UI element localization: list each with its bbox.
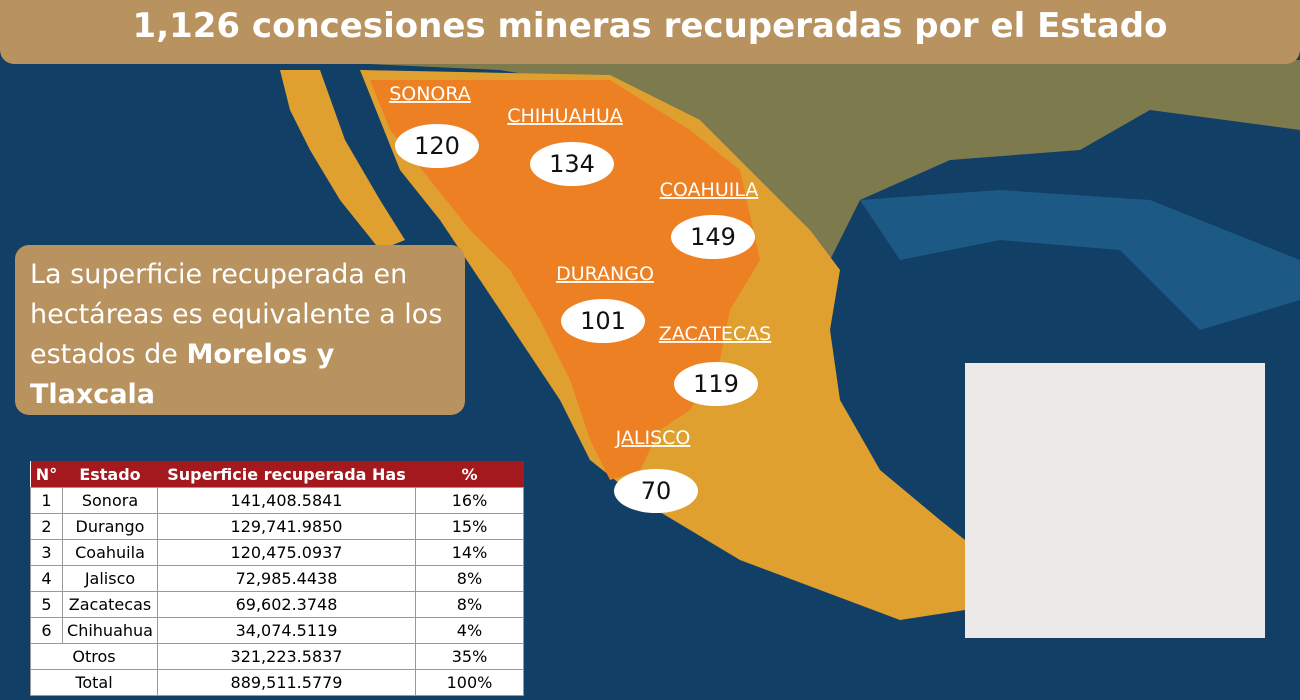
table: N° Estado Superficie recuperada Has% 1 Sonor… xyxy=(30,461,524,696)
table-row: Total 889,511.5779 100% xyxy=(30,669,524,696)
table-cell: Jalisco xyxy=(62,565,158,592)
table-cell: 72,985.4438 xyxy=(157,565,416,592)
count-oval xyxy=(530,142,614,186)
table-row: 4 Jalisco 72,985.4438 8% xyxy=(30,565,524,592)
table-cell: 321,223.5837 xyxy=(157,643,416,670)
table-cell: 34,074.5119 xyxy=(157,617,416,644)
state-name: ZACATECAS xyxy=(659,323,771,345)
header-cell: % xyxy=(415,461,524,488)
table-cell: 35% xyxy=(415,643,524,670)
table-body: 1 Sonora 141,408.5841 16% 2 Durango 129,741.98… xyxy=(30,487,524,696)
note-bold: Morelos y Tlaxcala xyxy=(30,339,335,410)
table-cell: Chihuahua xyxy=(62,617,158,644)
table-cell: 4% xyxy=(415,617,524,644)
count-oval xyxy=(671,215,755,259)
state-count: 120 xyxy=(414,132,460,160)
state-count: 101 xyxy=(580,307,626,335)
usa-land xyxy=(280,60,1300,260)
table-cell: 4 xyxy=(30,565,63,592)
table-row: 2 Durango 129,741.9850 15% xyxy=(30,513,524,540)
header-cell: Superficie recuperada Has xyxy=(157,461,416,488)
table-row: 6 Chihuahua 34,074.5119 4% xyxy=(30,617,524,644)
table-cell: 69,602.3748 xyxy=(157,591,416,618)
state-count: 70 xyxy=(641,477,672,505)
count-oval xyxy=(395,124,479,168)
table-cell: 120,475.0937 xyxy=(157,539,416,566)
table-cell: 100% xyxy=(415,669,524,696)
table-cell: 141,408.5841 xyxy=(157,487,416,514)
state-count: 119 xyxy=(693,370,739,398)
state-count: 149 xyxy=(690,223,736,251)
table-cell: 15% xyxy=(415,513,524,540)
table-cell: Zacatecas xyxy=(62,591,158,618)
table-cell: 3 xyxy=(30,539,63,566)
table-row: 5 Zacatecas 69,602.3748 8% xyxy=(30,591,524,618)
count-oval xyxy=(614,469,698,513)
header-row: N° Estado Superficie recuperada Has% xyxy=(30,461,524,488)
table-cell: 16% xyxy=(415,487,524,514)
state-name: CHIHUAHUA xyxy=(507,105,623,127)
table-row: 1 Sonora 141,408.5841 16% xyxy=(30,487,524,514)
table-cell: Sonora xyxy=(62,487,158,514)
count-oval xyxy=(674,362,758,406)
table-cell: 6 xyxy=(30,617,63,644)
table-cell: 5 xyxy=(30,591,63,618)
state-count: 134 xyxy=(549,150,595,178)
table-cell: 14% xyxy=(415,539,524,566)
decor-box xyxy=(965,363,1265,638)
table-cell: 8% xyxy=(415,591,524,618)
table-cell: 1 xyxy=(30,487,63,514)
table-cell: Durango xyxy=(62,513,158,540)
header-cell: Estado xyxy=(62,461,158,488)
table-cell: Coahuila xyxy=(62,539,158,566)
table-cell: Otros xyxy=(30,643,158,670)
state-name: JALISCO xyxy=(615,427,691,449)
table-row: Otros 321,223.5837 35% xyxy=(30,643,524,670)
count-oval xyxy=(561,299,645,343)
table-cell: 8% xyxy=(415,565,524,592)
title: 1,126 concesiones mineras recuperadas po… xyxy=(0,0,1300,64)
baja xyxy=(280,70,405,250)
state-name: DURANGO xyxy=(556,263,654,285)
note-text: La superficie recuperada en hectáreas es… xyxy=(30,259,443,370)
state-name: SONORA xyxy=(389,83,471,105)
table-cell: Total xyxy=(30,669,158,696)
header-cell: N° xyxy=(30,461,63,488)
table-row: 3 Coahuila 120,475.0937 14% xyxy=(30,539,524,566)
gulf xyxy=(860,190,1300,330)
northern-states xyxy=(370,80,760,480)
table-cell: 2 xyxy=(30,513,63,540)
table-cell: 129,741.9850 xyxy=(157,513,416,540)
table-cell: 889,511.5779 xyxy=(157,669,416,696)
state-name: COAHUILA xyxy=(660,179,759,201)
note: La superficie recuperada en hectáreas es… xyxy=(15,245,465,415)
